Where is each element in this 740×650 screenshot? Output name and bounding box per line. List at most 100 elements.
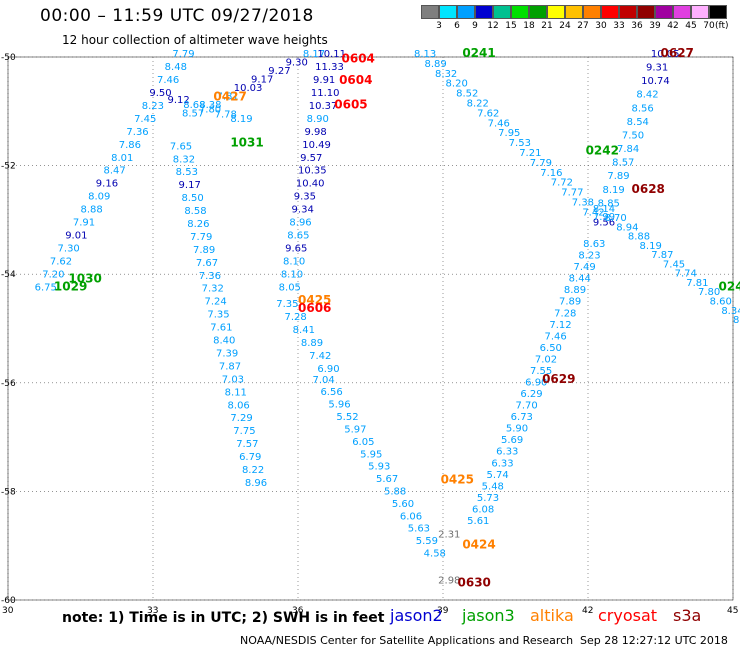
swh-value: 7.42 xyxy=(309,351,331,362)
swh-value: 7.79 xyxy=(530,158,552,169)
pass-time-label: 0606 xyxy=(298,301,331,315)
swh-value: 7.91 xyxy=(73,218,95,229)
swh-value: 8.19 xyxy=(640,241,662,252)
swh-value: 7.28 xyxy=(554,308,576,319)
colorbar-tick: 24 xyxy=(559,21,571,31)
swh-value: 7.49 xyxy=(574,262,596,273)
swh-value: 9.35 xyxy=(294,192,316,203)
swh-value: 7.70 xyxy=(516,401,538,412)
swh-value: 7.55 xyxy=(530,366,552,377)
swh-value: 7.84 xyxy=(617,144,639,155)
colorbar-swatch xyxy=(511,5,529,19)
swh-value: 7.32 xyxy=(202,284,224,295)
swh-value: 7.89 xyxy=(559,297,581,308)
map-grid: 30 33 36 39 42 45 -50 -52 -54 -56 -58 -60 xyxy=(1,53,738,616)
swh-value: 9.57 xyxy=(300,153,322,164)
swh-value: 7.24 xyxy=(204,297,226,308)
swh-value: 10.35 xyxy=(298,166,327,177)
swh-value: 8.19 xyxy=(603,185,625,196)
pass-time-label: 0604 xyxy=(339,73,372,87)
swh-value: 8.44 xyxy=(569,274,591,285)
swh-value: 6.73 xyxy=(511,412,533,423)
swh-value: 9.30 xyxy=(286,58,308,69)
swh-value: 8.85 xyxy=(598,198,620,209)
swh-value: 8.54 xyxy=(627,117,649,128)
swh-value: 8.40 xyxy=(213,336,235,347)
swh-value: 7.62 xyxy=(50,257,72,268)
lat-tick-label: -54 xyxy=(1,270,16,280)
colorbar-tick: 27 xyxy=(577,21,589,31)
colorbar-tick: 45 xyxy=(685,21,697,31)
swh-value: 8.42 xyxy=(636,90,658,101)
swh-tracks: 6.757.20 7.62 7.30 9.01 7.91 8.88 8.09 9.16 8.47… xyxy=(35,49,740,587)
legend-cryosat: cryosat xyxy=(598,606,658,625)
swh-value: 8.20 xyxy=(446,79,468,90)
swh-value: 8.10 xyxy=(283,257,305,268)
swh-value: 6.29 xyxy=(520,389,542,400)
swh-value: 7.46 xyxy=(545,331,567,342)
swh-value: 8.52 xyxy=(456,89,478,100)
swh-value: 8.89 xyxy=(425,59,447,70)
swh-value: 7.45 xyxy=(134,114,156,125)
swh-value: 8.34 xyxy=(721,306,740,317)
colorbar-swatch xyxy=(601,5,619,19)
swh-value: 8.41 xyxy=(293,325,315,336)
pass-time-label: 1029 xyxy=(54,279,87,293)
colorbar-swatch xyxy=(529,5,547,19)
footer-timestamp: Sep 28 12:27:12 UTC 2018 xyxy=(580,634,728,647)
swh-value: 7.42 xyxy=(582,207,604,218)
swh-value: 5.90 xyxy=(506,424,528,435)
pass-time-label: 0243 xyxy=(719,279,740,293)
swh-value: 2.98 xyxy=(438,576,460,587)
swh-value: 9.01 xyxy=(65,231,87,242)
colorbar-tick: 21 xyxy=(541,21,553,31)
swh-value: 6.50 xyxy=(540,343,562,354)
swh-value: 7.50 xyxy=(622,130,644,141)
swh-value: 9.27 xyxy=(268,66,290,77)
lon-tick-label: 42 xyxy=(582,606,593,616)
pass-time-label: 0628 xyxy=(632,182,665,196)
swh-value: 11.33 xyxy=(315,62,344,73)
swh-value: 8.88 xyxy=(81,205,103,216)
swh-value: 5.61 xyxy=(467,516,489,527)
swh-value: 2.31 xyxy=(438,530,460,541)
swh-value: 7.39 xyxy=(216,348,238,359)
swh-value: 7.99 xyxy=(593,212,615,223)
swh-value: 6.33 xyxy=(491,458,513,469)
swh-value: 8.96 xyxy=(289,218,311,229)
swh-value: 7.35 xyxy=(276,299,298,310)
swh-value: 8.09 xyxy=(88,192,110,203)
colorbar-swatch xyxy=(565,5,583,19)
colorbar-swatch xyxy=(583,5,601,19)
colorbar-swatch xyxy=(655,5,673,19)
legend-altika: altika xyxy=(530,606,574,625)
swh-value: 5.97 xyxy=(344,424,366,435)
swh-value: 6.08 xyxy=(472,504,494,515)
swh-value: 7.36 xyxy=(199,271,221,282)
colorbar-tick: 3 xyxy=(436,21,442,31)
pass-time-label: 0605 xyxy=(334,98,367,112)
pass-time-label: 0427 xyxy=(213,89,246,103)
pass-time-label: 0629 xyxy=(542,372,575,386)
swh-value: 9.17 xyxy=(179,180,201,191)
swh-value: 5.67 xyxy=(376,474,398,485)
swh-value: 7.81 xyxy=(686,278,708,289)
swh-value: 7.62 xyxy=(477,108,499,119)
swh-value: 7.29 xyxy=(230,413,252,424)
colorbar-tick: 18 xyxy=(523,21,535,31)
pass-time-label: 0241 xyxy=(462,46,495,60)
colorbar-tick: 6 xyxy=(454,21,460,31)
lon-tick-label: 39 xyxy=(437,606,449,616)
swh-value: 7.89 xyxy=(193,245,215,256)
lon-tick-label: 45 xyxy=(727,606,738,616)
swh-value: 7.78 xyxy=(215,109,237,120)
pass-time-label: 0627 xyxy=(661,46,694,60)
swh-value: 9.50 xyxy=(149,88,171,99)
pass-time-label: 0242 xyxy=(586,144,619,158)
swh-value: 7.80 xyxy=(199,105,221,116)
swh-value: 8.58 xyxy=(184,206,206,217)
colorbar-tick: 36 xyxy=(631,21,643,31)
swh-value: 7.28 xyxy=(284,312,306,323)
swh-value: 8.32 xyxy=(173,154,195,165)
swh-value: 8.96 xyxy=(245,478,267,489)
